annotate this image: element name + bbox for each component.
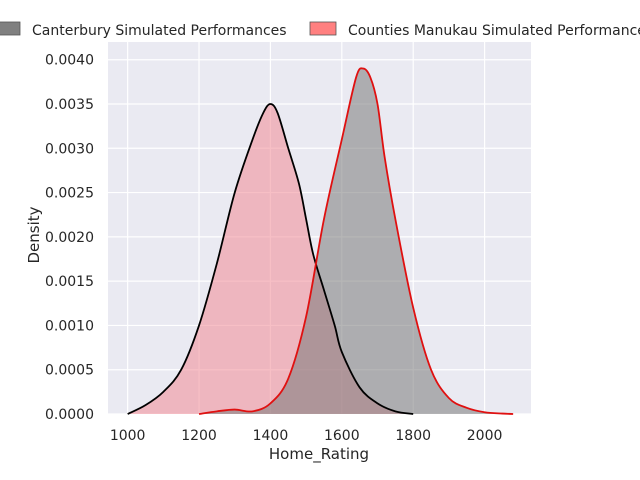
series-2-line bbox=[198, 67, 514, 415]
y-tick-label: 0.0015 bbox=[45, 274, 94, 290]
legend: Canterbury Simulated Performances Countie… bbox=[0, 21, 640, 39]
y-tick-labels: 0.0000 0.0005 0.0010 0.0015 0.0020 0.0025 0.00… bbox=[45, 53, 94, 423]
legend-label: Counties Manukau Simulated Performances bbox=[348, 23, 640, 39]
x-tick-label: 1600 bbox=[324, 428, 360, 444]
x-tick-label: 1000 bbox=[110, 428, 146, 444]
y-axis-title: Density bbox=[25, 206, 43, 263]
y-tick-label: 0.0030 bbox=[45, 141, 94, 157]
y-tick-label: 0.0040 bbox=[45, 53, 94, 69]
density-areas bbox=[127, 67, 514, 415]
x-axis-title: Home_Rating bbox=[269, 445, 369, 464]
x-tick-labels: 1000 1200 1400 1600 1800 2000 bbox=[110, 428, 503, 444]
legend-label: Canterbury Simulated Performances bbox=[32, 23, 287, 39]
series-1-line bbox=[127, 103, 414, 415]
y-tick-label: 0.0025 bbox=[45, 186, 94, 202]
legend-swatch bbox=[309, 21, 337, 36]
y-tick-label: 0.0005 bbox=[45, 363, 94, 379]
x-tick-label: 1200 bbox=[181, 428, 217, 444]
x-tick-label: 1800 bbox=[395, 428, 431, 444]
x-tick-label: 1400 bbox=[253, 428, 289, 444]
y-tick-label: 0.0020 bbox=[45, 230, 94, 246]
series-1-area bbox=[127, 104, 414, 414]
y-tick-label: 0.0000 bbox=[45, 407, 94, 423]
x-tick-label: 2000 bbox=[467, 428, 503, 444]
legend-swatch bbox=[0, 21, 21, 36]
y-tick-label: 0.0035 bbox=[45, 97, 94, 113]
y-tick-label: 0.0010 bbox=[45, 318, 94, 334]
series-2-area bbox=[199, 68, 514, 415]
